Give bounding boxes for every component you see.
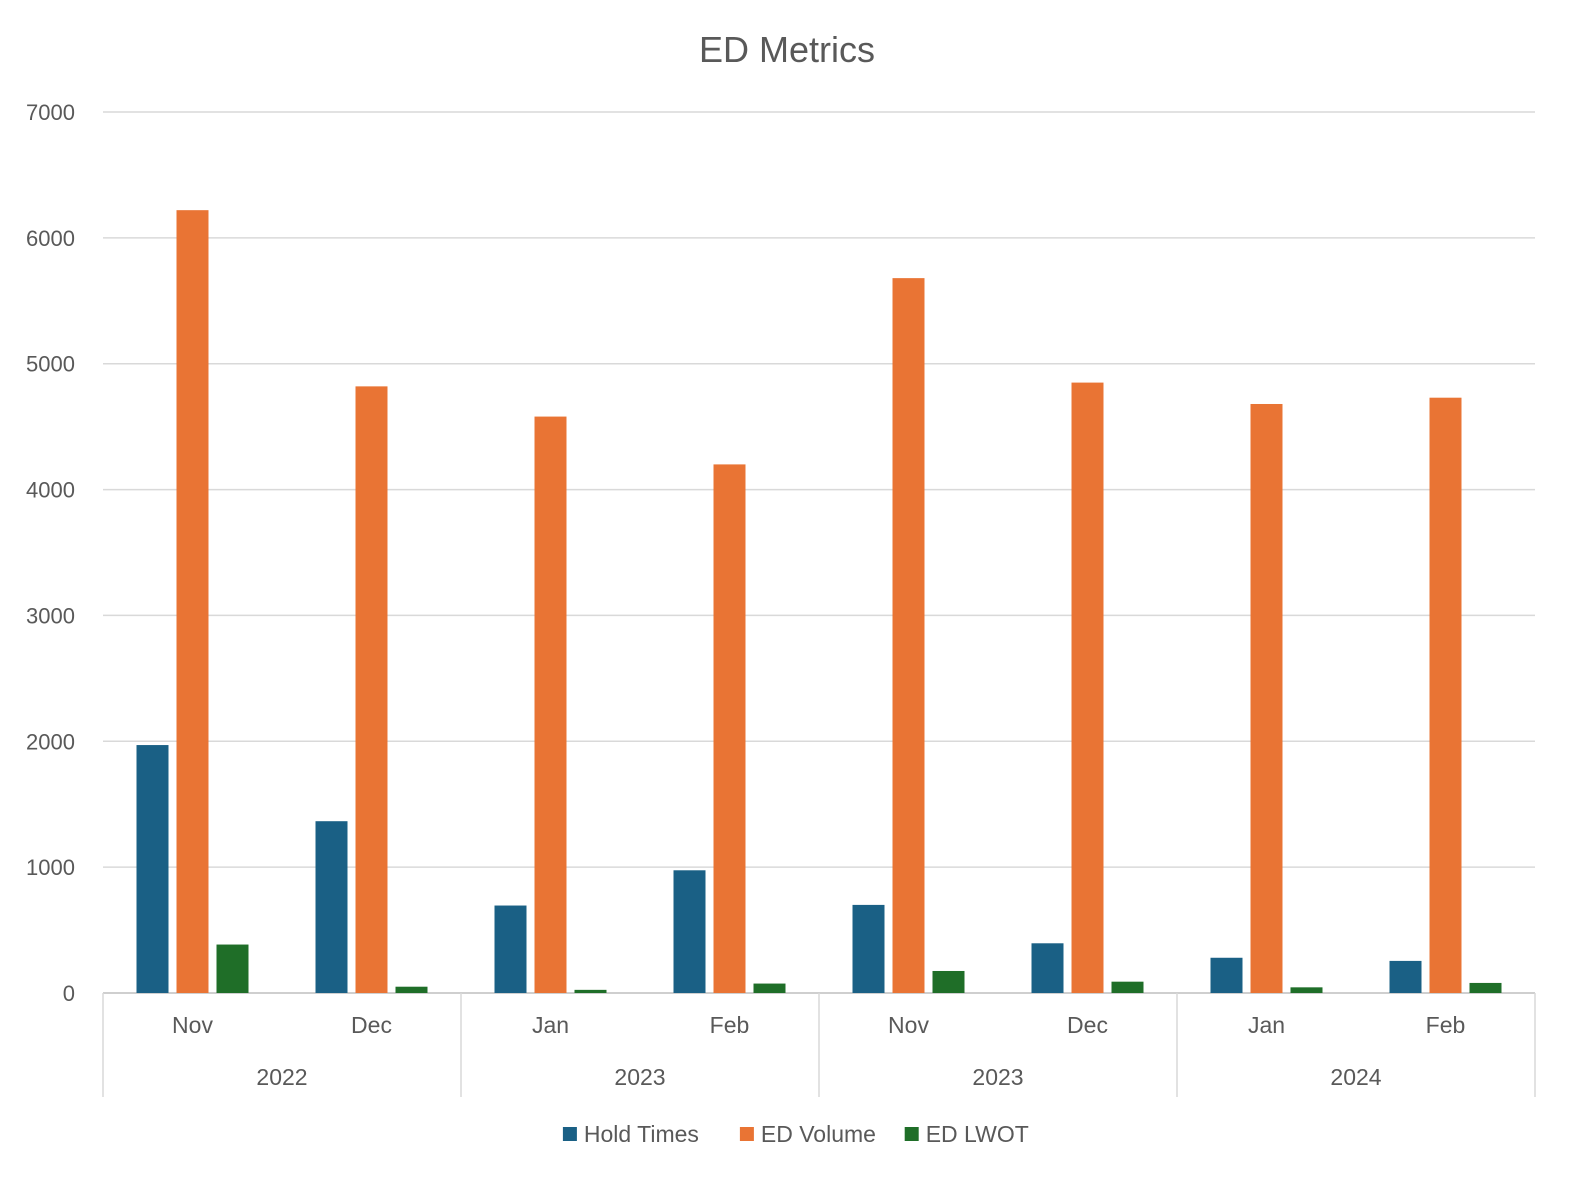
legend: Hold Times ED Volume ED LWOT: [562, 1121, 1029, 1147]
bar-hold-times: [1210, 957, 1243, 993]
bar-ed-volume: [892, 278, 925, 993]
x-axis: Nov Dec Jan Feb Nov Dec Jan Feb 2022 2023 2023 2024: [102, 993, 1536, 1097]
y-tick-label: 5000: [26, 352, 75, 377]
x-category-label: Jan: [532, 1012, 569, 1038]
bar-ed-volume: [534, 416, 567, 993]
bar-hold-times: [1389, 960, 1422, 993]
bar-ed-lwot: [574, 989, 607, 993]
bar-hold-times: [136, 745, 169, 993]
x-category-label: Feb: [710, 1012, 750, 1038]
y-tick-label: 0: [63, 981, 75, 1006]
bar-ed-lwot: [1290, 987, 1323, 993]
legend-swatch: [739, 1127, 754, 1141]
x-category-label: Nov: [888, 1012, 929, 1038]
x-category-label: Dec: [351, 1012, 392, 1038]
bar-ed-volume: [1071, 382, 1104, 993]
bar-ed-volume: [1250, 403, 1283, 993]
bar-hold-times: [852, 904, 885, 993]
bar-ed-lwot: [753, 983, 786, 993]
y-axis: 0 1000 2000 3000 4000 5000 6000 7000: [26, 100, 75, 1006]
y-tick-label: 1000: [26, 855, 75, 880]
bar-hold-times: [673, 870, 706, 993]
bar-hold-times: [315, 821, 348, 993]
bar-ed-lwot: [932, 970, 965, 993]
x-category-label: Feb: [1426, 1012, 1466, 1038]
bars: [136, 210, 1502, 994]
x-group-label: 2023: [614, 1064, 665, 1090]
bar-hold-times: [494, 905, 527, 993]
x-group-label: 2024: [1330, 1064, 1381, 1090]
x-group-label: 2023: [972, 1064, 1023, 1090]
bar-ed-lwot: [1111, 981, 1144, 993]
bar-ed-lwot: [216, 944, 249, 993]
legend-label: ED Volume: [761, 1121, 876, 1147]
bar-ed-volume: [355, 386, 388, 994]
legend-swatch: [562, 1127, 577, 1141]
chart-title: ED Metrics: [699, 29, 875, 70]
y-tick-label: 6000: [26, 226, 75, 251]
bar-ed-lwot: [395, 986, 428, 993]
bar-ed-lwot: [1469, 982, 1502, 993]
x-group-label: 2022: [256, 1064, 307, 1090]
legend-label: ED LWOT: [926, 1121, 1029, 1147]
x-category-label: Nov: [172, 1012, 213, 1038]
bar-hold-times: [1031, 943, 1064, 993]
bar-ed-volume: [176, 210, 209, 993]
y-tick-label: 2000: [26, 729, 75, 754]
y-tick-label: 7000: [26, 100, 75, 125]
bar-ed-volume: [1429, 397, 1462, 994]
y-tick-label: 4000: [26, 478, 75, 503]
x-category-label: Dec: [1067, 1012, 1108, 1038]
bar-ed-volume: [713, 464, 746, 993]
y-tick-label: 3000: [26, 603, 75, 628]
legend-label: Hold Times: [584, 1121, 699, 1147]
x-category-label: Jan: [1248, 1012, 1285, 1038]
legend-swatch: [904, 1127, 919, 1141]
